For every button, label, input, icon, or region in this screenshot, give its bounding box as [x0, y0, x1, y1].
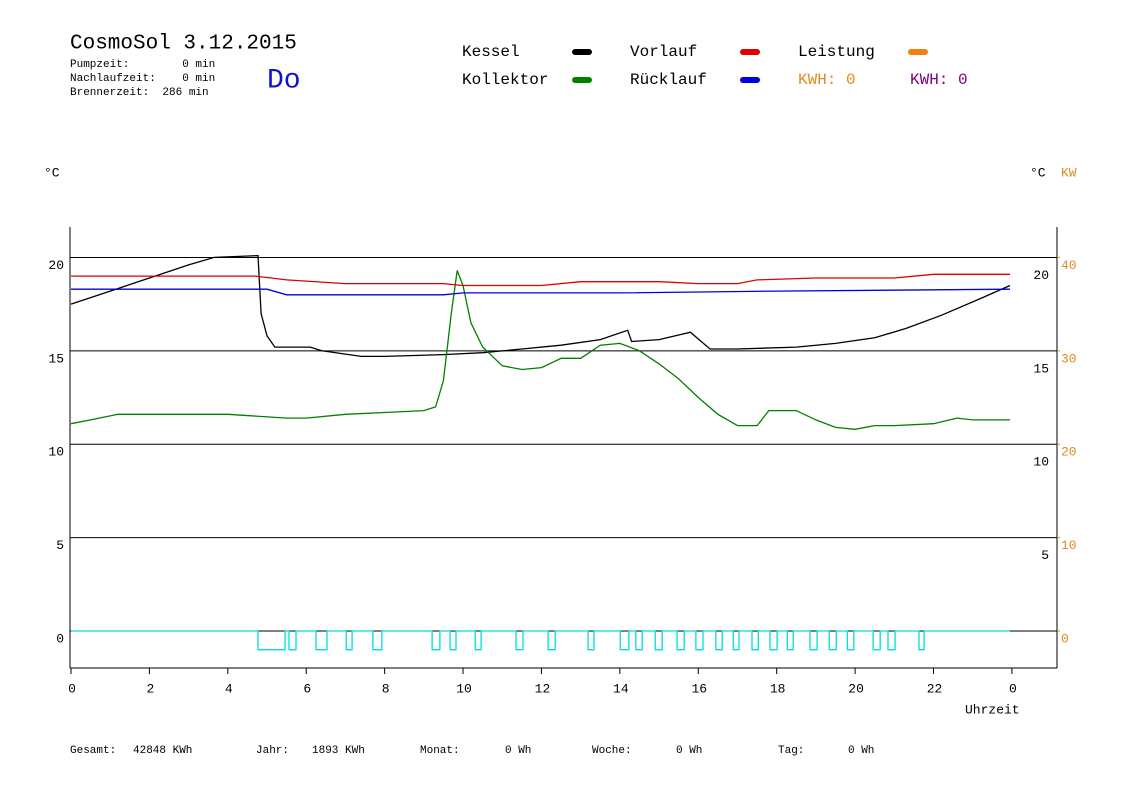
x-tick-label: 16 [691, 681, 707, 696]
footer-label: Monat: [420, 745, 460, 757]
legend-label: Kessel [462, 43, 520, 61]
y-unit: °C [44, 165, 60, 180]
series-line [70, 254, 1011, 358]
legend-label: Kollektor [462, 71, 548, 89]
kwh-label: KWH: 0 [798, 71, 856, 89]
x-tick-label: 8 [382, 681, 390, 696]
y2-unit: KW [1061, 165, 1077, 180]
footer-value: 1893 KWh [312, 745, 365, 757]
footer-label: Tag: [778, 745, 804, 757]
y-tick-label: 10 [48, 445, 64, 460]
series-line [70, 270, 1010, 430]
y2-tick-label: 30 [1061, 351, 1077, 366]
y-right-tick-label: 20 [1033, 268, 1049, 283]
kwh-label: KWH: 0 [910, 71, 968, 89]
footer-value: 0 Wh [505, 745, 531, 757]
y-tick-label: 0 [56, 631, 64, 646]
y-right-tick-label: 10 [1033, 455, 1049, 470]
x-tick-label: 2 [147, 681, 155, 696]
y2-tick-label: 40 [1061, 258, 1077, 273]
footer-value: 42848 KWh [133, 745, 192, 757]
x-tick-label: 22 [927, 681, 943, 696]
footer-value: 0 Wh [848, 745, 874, 757]
x-tick-label: 0 [68, 681, 76, 696]
info-line: Nachlaufzeit: 0 min [70, 73, 215, 85]
y-right-tick-label: 5 [1041, 548, 1049, 563]
series-line [71, 273, 1010, 287]
series-line [71, 288, 1011, 296]
y-tick-label: 5 [56, 538, 64, 553]
footer-label: Woche: [592, 745, 632, 757]
x-axis-label: Uhrzeit [965, 702, 1020, 717]
x-tick-label: 14 [613, 681, 629, 696]
day-label: Do [267, 65, 301, 96]
info-line: Brennerzeit: 286 min [70, 87, 209, 99]
info-line: Pumpzeit: 0 min [70, 59, 215, 71]
legend-label: Rücklauf [630, 71, 707, 89]
y2-tick-label: 0 [1061, 631, 1069, 646]
x-tick-label: 0 [1009, 681, 1017, 696]
y-unit-right: °C [1030, 165, 1046, 180]
x-tick-label: 4 [225, 681, 233, 696]
y2-tick-label: 10 [1061, 538, 1077, 553]
y2-tick-label: 20 [1061, 445, 1077, 460]
legend-label: Leistung [798, 43, 875, 61]
x-tick-label: 20 [848, 681, 864, 696]
legend-label: Vorlauf [630, 43, 697, 61]
y-tick-label: 20 [48, 258, 64, 273]
footer-value: 0 Wh [676, 745, 702, 757]
footer-label: Jahr: [256, 745, 289, 757]
chart-title: CosmoSol 3.12.2015 [70, 33, 297, 56]
series-line [71, 630, 1010, 651]
x-tick-label: 18 [770, 681, 786, 696]
x-tick-label: 12 [535, 681, 551, 696]
x-tick-label: 6 [303, 681, 311, 696]
y-right-tick-label: 15 [1033, 361, 1049, 376]
y-tick-label: 15 [48, 351, 64, 366]
footer-label: Gesamt: [70, 745, 116, 757]
x-tick-label: 10 [456, 681, 472, 696]
